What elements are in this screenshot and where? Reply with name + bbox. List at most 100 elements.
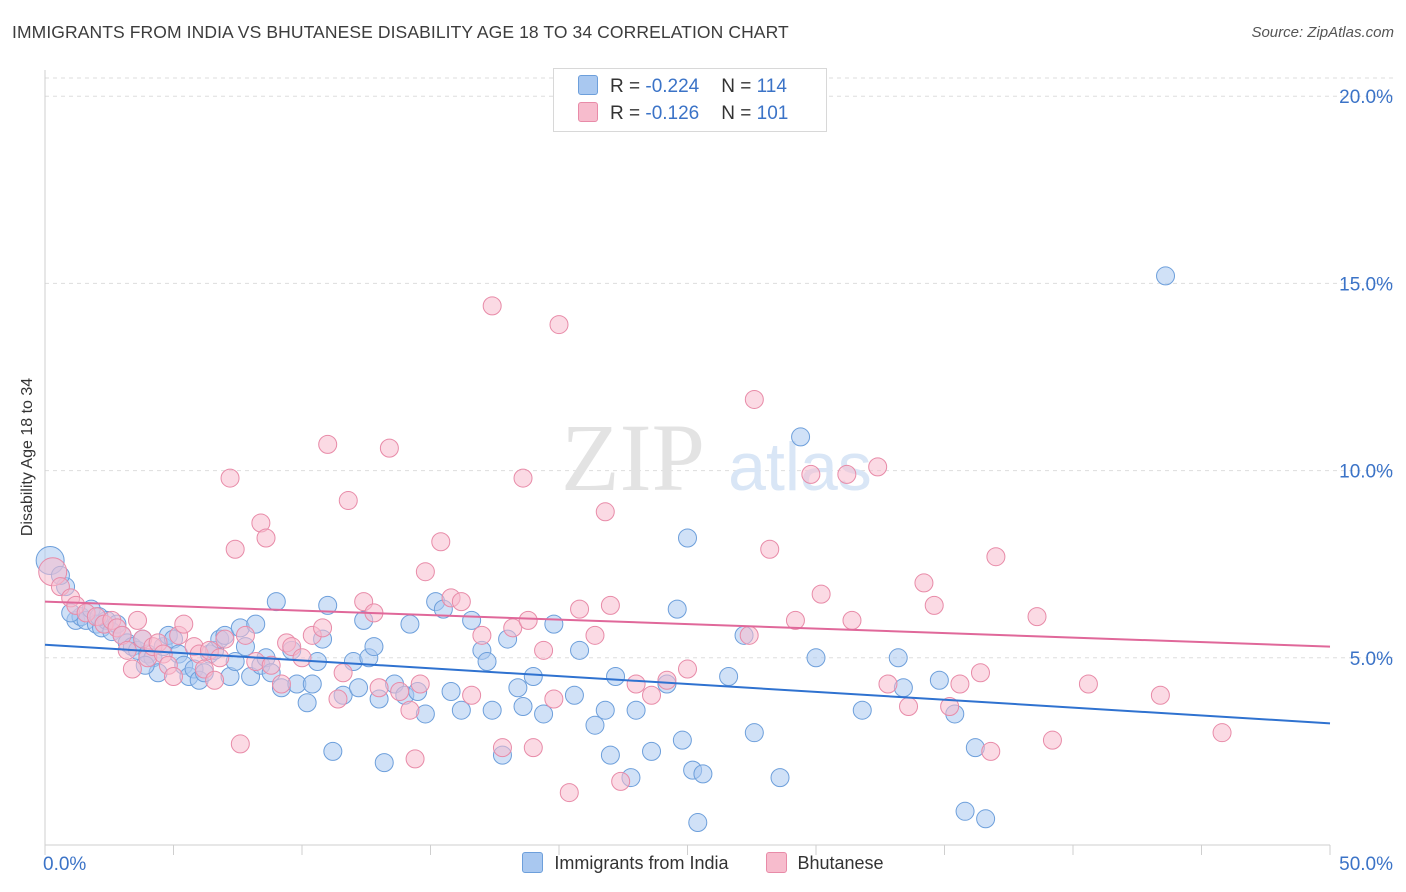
bhutanese-point	[1150, 685, 1170, 705]
india-point	[302, 674, 322, 694]
bhutanese-point	[549, 315, 569, 335]
bhutanese-point	[570, 599, 590, 619]
bhutanese-point	[462, 685, 482, 705]
india-point	[523, 667, 543, 687]
bhutanese-point	[940, 696, 960, 716]
legend-label-bhutanese: Bhutanese	[797, 853, 884, 873]
bhutanese-point	[400, 700, 420, 720]
bhutanese-point	[1078, 674, 1098, 694]
bhutanese-point	[595, 502, 615, 522]
bhutanese-point	[739, 625, 759, 645]
india-point	[477, 652, 497, 672]
bhutanese-point	[492, 738, 512, 758]
bhutanese-point	[760, 539, 780, 559]
bhutanese-point	[585, 625, 605, 645]
stats-row-india: R = -0.224 N = 114	[578, 75, 787, 101]
india-point	[482, 700, 502, 720]
bhutanese-point	[626, 674, 646, 694]
bhutanese-point	[899, 696, 919, 716]
india-point	[297, 693, 317, 713]
india-point	[600, 745, 620, 765]
india-point	[462, 610, 482, 630]
bhutanese-point	[785, 610, 805, 630]
bhutanese-point	[642, 685, 662, 705]
bhutanese-point	[534, 640, 554, 660]
india-point	[626, 700, 646, 720]
bhutanese-point	[678, 659, 697, 679]
bhutanese-point	[431, 532, 451, 552]
india-point	[544, 614, 564, 634]
bhutanese-point	[801, 464, 821, 484]
india-point	[642, 741, 662, 761]
india-point	[955, 801, 975, 821]
bhutanese-swatch	[578, 102, 598, 122]
india-point	[364, 637, 384, 657]
bhutanese-point	[333, 663, 353, 683]
bhutanese-point	[837, 464, 857, 484]
india-point	[693, 764, 713, 784]
bhutanese-point	[405, 749, 425, 769]
india-point	[770, 768, 790, 788]
bhutanese-point	[970, 663, 990, 683]
grid-lines	[45, 77, 1395, 659]
watermark: ZIP atlas	[561, 404, 872, 511]
bhutanese-point	[981, 741, 1001, 761]
bhutanese-point	[559, 783, 579, 803]
india-point	[570, 640, 590, 660]
bhutanese-point	[256, 528, 276, 548]
chart-title: IMMIGRANTS FROM INDIA VS BHUTANESE DISAB…	[12, 22, 789, 42]
axes	[44, 70, 1331, 855]
bhutanese-point	[1212, 723, 1232, 743]
x-tick-label-max: 50.0%	[1339, 854, 1393, 875]
bhutanese-point	[174, 614, 194, 634]
india-point	[513, 696, 533, 716]
bhutanese-point	[811, 584, 831, 604]
bhutanese-point	[611, 771, 631, 791]
legend-swatch-india	[522, 852, 544, 873]
india-swatch	[578, 75, 598, 95]
bhutanese-point	[914, 573, 934, 593]
bhutanese-point	[1027, 607, 1047, 627]
india-point	[806, 648, 826, 668]
bhutanese-n-value: 101	[756, 103, 789, 124]
bhutanese-point	[600, 595, 620, 615]
bhutanese-point	[230, 734, 250, 754]
y-tick-label: 5.0%	[1350, 649, 1393, 670]
india-point	[534, 704, 554, 724]
bhutanese-point	[292, 648, 312, 668]
legend-swatch-bhutanese	[765, 852, 787, 873]
bhutanese-point	[215, 629, 235, 649]
bhutanese-point	[950, 674, 970, 694]
y-tick-label: 20.0%	[1339, 87, 1393, 108]
india-trend-line	[44, 643, 1331, 725]
source-label: Source: ZipAtlas.com	[1251, 24, 1394, 41]
trend-lines	[44, 600, 1331, 725]
india-point	[791, 427, 811, 447]
stats-legend: R = -0.224 N = 114 R = -0.126 N = 101	[553, 68, 827, 132]
bhutanese-trend-line	[44, 600, 1331, 648]
bhutanese-point	[415, 562, 435, 582]
legend-item-india: Immigrants from India	[522, 852, 728, 874]
bhutanese-r-value: -0.126	[645, 103, 700, 124]
india-point	[595, 700, 615, 720]
series-legend: Immigrants from India Bhutanese	[0, 852, 1406, 874]
india-r-value: -0.224	[645, 76, 700, 97]
bhutanese-point	[271, 674, 291, 694]
watermark-zip: ZIP	[561, 404, 705, 511]
india-point	[744, 723, 764, 743]
bhutanese-point	[369, 678, 389, 698]
bhutanese-point	[410, 674, 430, 694]
bhutanese-point	[261, 655, 281, 675]
india-n-value: 114	[756, 76, 787, 97]
bhutanese-point	[924, 595, 944, 615]
bhutanese-point	[379, 438, 399, 458]
india-r-label: R =	[610, 76, 646, 97]
y-tick-label: 15.0%	[1339, 274, 1393, 295]
bhutanese-point	[482, 296, 502, 316]
legend-item-bhutanese: Bhutanese	[765, 852, 884, 874]
bhutanese-point	[122, 659, 142, 679]
india-point	[852, 700, 872, 720]
stats-row-bhutanese: R = -0.126 N = 101	[578, 102, 788, 128]
bhutanese-point	[842, 610, 862, 630]
